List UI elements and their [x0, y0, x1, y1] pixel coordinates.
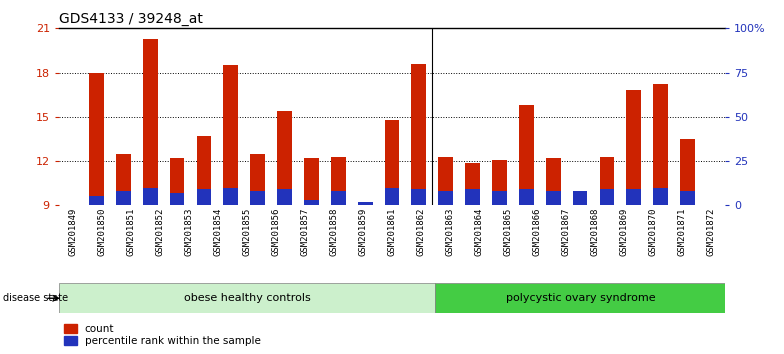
- Text: GSM201861: GSM201861: [387, 207, 397, 256]
- Legend: count, percentile rank within the sample: count, percentile rank within the sample: [64, 324, 261, 346]
- Text: GSM201856: GSM201856: [271, 207, 281, 256]
- Bar: [278, 189, 292, 205]
- Bar: [169, 158, 184, 205]
- Bar: [385, 120, 399, 205]
- Bar: [653, 84, 668, 205]
- Bar: [358, 202, 372, 205]
- Bar: [250, 154, 265, 205]
- Bar: [116, 154, 131, 205]
- Bar: [600, 189, 615, 205]
- Bar: [331, 191, 346, 205]
- Bar: [435, 283, 725, 313]
- Text: GSM201864: GSM201864: [474, 207, 484, 256]
- Text: GSM201869: GSM201869: [619, 207, 628, 256]
- Text: GSM201850: GSM201850: [98, 207, 107, 256]
- Text: GSM201865: GSM201865: [503, 207, 513, 256]
- Bar: [626, 90, 641, 205]
- Bar: [412, 189, 426, 205]
- Text: polycystic ovary syndrome: polycystic ovary syndrome: [506, 293, 655, 303]
- Text: GSM201849: GSM201849: [69, 207, 78, 256]
- Bar: [304, 158, 319, 205]
- Text: GSM201859: GSM201859: [358, 207, 368, 256]
- Bar: [223, 65, 238, 205]
- Bar: [59, 283, 435, 313]
- Bar: [465, 162, 480, 205]
- Text: GSM201858: GSM201858: [329, 207, 339, 256]
- Text: GSM201871: GSM201871: [677, 207, 686, 256]
- Bar: [412, 64, 426, 205]
- Text: GSM201854: GSM201854: [214, 207, 223, 256]
- Bar: [519, 105, 534, 205]
- Bar: [681, 191, 695, 205]
- Bar: [250, 191, 265, 205]
- Text: disease state: disease state: [3, 293, 68, 303]
- Text: GSM201855: GSM201855: [242, 207, 252, 256]
- Bar: [89, 196, 103, 205]
- Bar: [358, 202, 372, 205]
- Bar: [546, 191, 561, 205]
- Bar: [465, 189, 480, 205]
- Text: GSM201866: GSM201866: [532, 207, 542, 256]
- Text: GSM201868: GSM201868: [590, 207, 599, 256]
- Bar: [223, 188, 238, 205]
- Bar: [626, 189, 641, 205]
- Bar: [143, 39, 158, 205]
- Bar: [438, 191, 453, 205]
- Bar: [197, 136, 212, 205]
- Bar: [546, 158, 561, 205]
- Bar: [572, 198, 587, 205]
- Bar: [492, 160, 506, 205]
- Text: GSM201872: GSM201872: [706, 207, 715, 256]
- Bar: [519, 189, 534, 205]
- Text: GSM201853: GSM201853: [185, 207, 194, 256]
- Bar: [492, 191, 506, 205]
- Bar: [278, 111, 292, 205]
- Bar: [600, 156, 615, 205]
- Text: GSM201852: GSM201852: [156, 207, 165, 256]
- Text: GSM201867: GSM201867: [561, 207, 570, 256]
- Bar: [653, 188, 668, 205]
- Text: GDS4133 / 39248_at: GDS4133 / 39248_at: [59, 12, 203, 26]
- Bar: [331, 156, 346, 205]
- Bar: [116, 191, 131, 205]
- Bar: [385, 188, 399, 205]
- Bar: [169, 193, 184, 205]
- Bar: [89, 73, 103, 205]
- Bar: [438, 156, 453, 205]
- Text: obese healthy controls: obese healthy controls: [183, 293, 310, 303]
- Bar: [304, 200, 319, 205]
- Bar: [197, 189, 212, 205]
- Bar: [572, 191, 587, 205]
- Text: GSM201862: GSM201862: [416, 207, 426, 256]
- Text: GSM201851: GSM201851: [127, 207, 136, 256]
- Text: GSM201863: GSM201863: [445, 207, 455, 256]
- Bar: [681, 139, 695, 205]
- Text: GSM201857: GSM201857: [300, 207, 310, 256]
- Text: GSM201870: GSM201870: [648, 207, 657, 256]
- Bar: [143, 188, 158, 205]
